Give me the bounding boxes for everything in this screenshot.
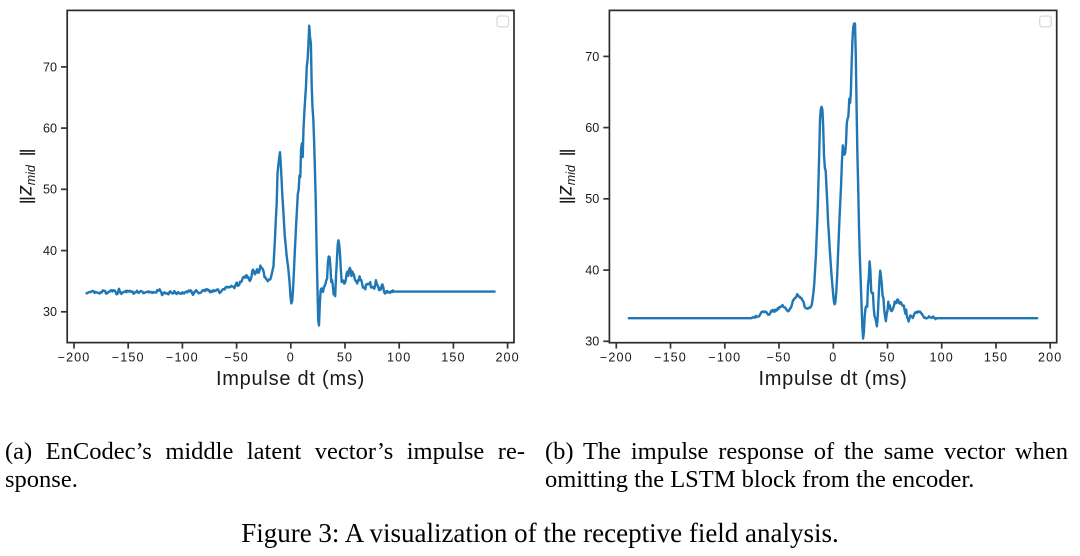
svg-text:200: 200 bbox=[495, 351, 519, 365]
svg-text:50: 50 bbox=[337, 351, 353, 365]
svg-text:50: 50 bbox=[43, 183, 57, 197]
svg-text:−200: −200 bbox=[58, 351, 91, 365]
svg-text:−150: −150 bbox=[112, 351, 145, 365]
svg-text:zmid: zmid bbox=[13, 164, 38, 197]
svg-text:Impulse dt (ms): Impulse dt (ms) bbox=[216, 368, 365, 390]
svg-text:zmid: zmid bbox=[553, 164, 578, 197]
svg-text:−50: −50 bbox=[767, 351, 792, 365]
svg-text:40: 40 bbox=[585, 264, 599, 278]
svg-text:−150: −150 bbox=[654, 351, 687, 365]
svg-text:100: 100 bbox=[387, 351, 411, 365]
svg-text:0: 0 bbox=[287, 351, 295, 365]
svg-text:30: 30 bbox=[43, 305, 57, 319]
svg-text:70: 70 bbox=[43, 60, 57, 74]
svg-text:50: 50 bbox=[585, 192, 599, 206]
svg-text:100: 100 bbox=[930, 351, 954, 365]
svg-text:150: 150 bbox=[984, 351, 1008, 365]
svg-text:Impulse dt (ms): Impulse dt (ms) bbox=[758, 368, 907, 390]
svg-text:150: 150 bbox=[441, 351, 465, 365]
svg-text:200: 200 bbox=[1038, 351, 1062, 365]
svg-text:−100: −100 bbox=[708, 351, 741, 365]
svg-text:0: 0 bbox=[829, 351, 837, 365]
svg-text:−100: −100 bbox=[166, 351, 199, 365]
svg-text:50: 50 bbox=[879, 351, 895, 365]
svg-text:−200: −200 bbox=[600, 351, 633, 365]
svg-text:−50: −50 bbox=[224, 351, 249, 365]
svg-text:40: 40 bbox=[43, 244, 57, 258]
svg-text:30: 30 bbox=[585, 335, 599, 349]
svg-text:60: 60 bbox=[43, 122, 57, 136]
svg-text:70: 70 bbox=[585, 50, 599, 64]
svg-text:60: 60 bbox=[585, 121, 599, 135]
